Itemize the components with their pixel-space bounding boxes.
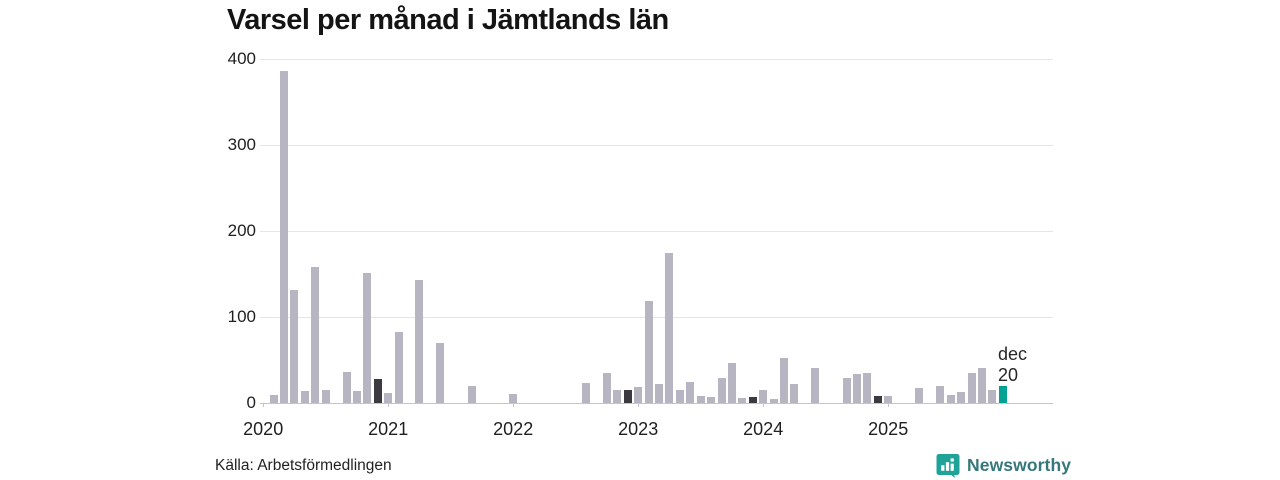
y-axis-tick-label: 300	[227, 135, 256, 155]
bar-2025-10	[977, 368, 986, 404]
bar-2023-04	[665, 252, 674, 404]
bar-2020-02	[269, 394, 278, 404]
x-axis-tick-label: 2021	[368, 419, 409, 439]
newsworthy-wordmark: Newsworthy	[967, 455, 1072, 475]
bar-2023-07	[696, 396, 705, 404]
bar-2024-06	[811, 368, 820, 404]
bar-2023-11	[738, 398, 747, 404]
bar-2025-06	[936, 386, 945, 404]
bar-2020-07	[321, 389, 330, 404]
x-axis-tick-mark	[513, 403, 515, 408]
current-bar-label-value: 20	[998, 365, 1019, 385]
x-axis-tick-label: 2020	[243, 419, 284, 439]
x-axis-line	[260, 403, 1053, 405]
gridline	[260, 317, 1053, 319]
y-axis-tick-label: 400	[227, 49, 256, 69]
bar-2024-10	[852, 374, 861, 404]
chart-title: Varsel per månad i Jämtlands län	[227, 4, 669, 36]
x-axis-tick-label: 2024	[743, 419, 784, 439]
bar-2022-01	[509, 393, 518, 404]
bar-2023-01	[634, 387, 643, 404]
current-bar-label-month: dec	[998, 344, 1028, 364]
bar-2023-05	[675, 390, 684, 404]
bar-2023-09	[717, 378, 726, 404]
y-axis-tick-label: 200	[227, 221, 256, 241]
bar-2024-09	[842, 378, 851, 404]
bar-2024-01	[759, 390, 768, 404]
bar-2021-09	[467, 386, 476, 404]
bar-2023-08	[707, 397, 716, 404]
bar-2025-09	[967, 373, 976, 404]
bar-2023-06	[686, 381, 695, 404]
x-axis-tick-mark	[763, 403, 765, 408]
bar-2025-01	[884, 396, 893, 404]
bar-2020-06	[311, 267, 320, 404]
bar-2025-08	[957, 392, 966, 404]
bar-2020-09	[342, 371, 351, 404]
y-axis-tick-label: 100	[227, 307, 256, 327]
newsworthy-logo: Newsworthy	[936, 453, 1071, 478]
bar-2020-10	[352, 391, 361, 404]
bar-2021-02	[394, 331, 403, 404]
bar-2025-07	[946, 394, 955, 404]
bar-2024-03	[780, 357, 789, 404]
bar-2021-06	[436, 343, 445, 404]
bar-2022-08	[582, 382, 591, 404]
gridline	[260, 145, 1053, 147]
bar-2020-05	[300, 391, 309, 404]
bar-2025-12	[998, 386, 1007, 404]
bar-2021-01	[384, 393, 393, 404]
x-axis-tick-mark	[888, 403, 890, 408]
bar-2020-03	[280, 71, 289, 404]
newsworthy-bar-chart-icon	[936, 454, 960, 478]
x-axis-tick-mark	[638, 403, 640, 408]
bar-2024-04	[790, 384, 799, 404]
gridline	[260, 59, 1053, 61]
bar-2020-12	[373, 379, 382, 404]
source-caption: Källa: Arbetsförmedlingen	[215, 457, 392, 474]
bar-2022-11	[613, 389, 622, 404]
bar-2024-12	[873, 396, 882, 404]
bar-2023-12	[748, 397, 757, 404]
bar-2025-11	[988, 389, 997, 404]
y-axis-tick-label: 0	[246, 393, 256, 413]
bar-2022-10	[602, 373, 611, 404]
x-axis-tick-mark	[263, 403, 265, 408]
x-axis-tick-label: 2022	[493, 419, 534, 439]
bar-2021-04	[415, 280, 424, 404]
x-axis-tick-mark	[388, 403, 390, 408]
bar-2023-02	[644, 301, 653, 404]
x-axis-tick-label: 2025	[868, 419, 909, 439]
bar-2023-03	[655, 383, 664, 404]
bar-2025-04	[915, 387, 924, 404]
bar-2022-12	[623, 390, 632, 404]
gridline	[260, 231, 1053, 233]
bar-2020-04	[290, 289, 299, 404]
bar-2024-11	[863, 373, 872, 404]
bar-2023-10	[727, 362, 736, 404]
x-axis-tick-label: 2023	[618, 419, 659, 439]
bar-2020-11	[363, 272, 372, 404]
current-bar-label: dec 20	[998, 344, 1027, 386]
bar-2024-02	[769, 399, 778, 404]
